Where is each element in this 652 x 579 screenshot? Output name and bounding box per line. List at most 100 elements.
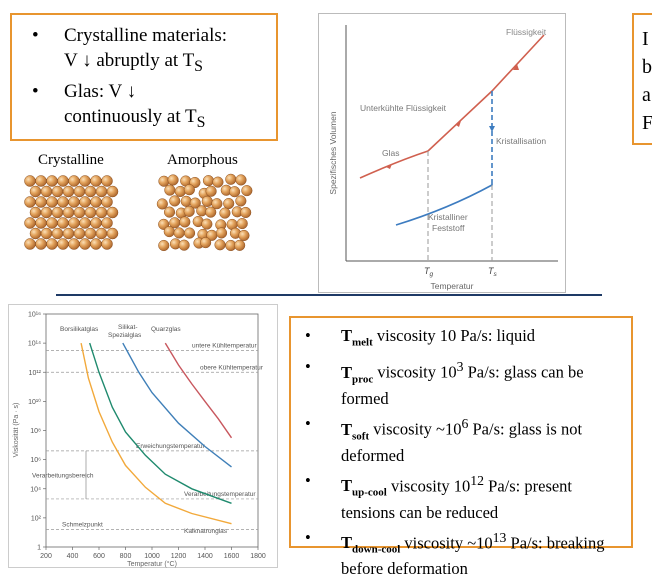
amorphous-atom [240,206,252,219]
crystalline-atom [51,206,64,219]
crystalline-atom [73,185,86,198]
bullet-t-soft: • Tsoft viscosity ~106 Pa/s: glass is no… [305,414,583,465]
crystalline-atom [40,206,53,219]
crystalline-atom [95,206,108,219]
amorphous-atom [184,227,196,239]
glass-label: Glas [382,148,399,158]
amorphous-structure [156,173,253,252]
series-label-borsilikat: Borsilikatglas [60,326,99,333]
y-tick-label: 10¹⁴ [28,341,41,348]
reference-line-label: obere Kühltemperatur [200,364,264,371]
crystalline-atom [57,217,69,229]
crystalline-atom [57,238,69,250]
amorphous-atom [229,186,241,198]
amorphous-atom [205,206,217,218]
crystalline-atom [35,238,47,250]
crystalline-vs-glass-box: • Crystalline materials: V ↓ abruptly at… [10,13,278,141]
crystalline-atom [51,227,64,240]
amorphous-atom [235,195,247,207]
atom-structures-illustration [24,173,253,252]
crystalline-atom [62,227,75,240]
crystalline-atom [79,238,91,250]
crystalline-atom [106,185,119,198]
amorphous-atom [219,207,231,219]
crystalline-atom [24,238,36,250]
chart-frame [318,13,566,293]
amorphous-atom [163,226,175,238]
amorphous-atom [167,174,179,186]
x-tick-label: 1200 [171,553,187,560]
amorphous-atom [169,195,181,207]
viscosity-series-line [164,342,233,439]
amorphous-atom [183,184,195,196]
x-tick-label: 1800 [250,553,266,560]
y-tick-label: 1 [37,545,41,552]
supercooled-arrow [456,121,461,127]
reference-line-label: untere Kühltemperatur [192,342,258,349]
amorphous-atom [235,174,247,186]
x-tick-label: 600 [93,553,105,560]
amorphous-atom [173,227,185,239]
crystalline-atom [84,206,97,219]
y-tick-label: 10⁶ [30,457,41,464]
amorphous-atom [234,239,246,251]
amorphous-atom [158,175,170,187]
series-label-silikat-2: Spezialglas [108,332,142,339]
crystalline-atom [101,175,113,187]
amorphous-atom [202,175,214,187]
viscosity-series-line [80,342,232,525]
y-tick-label: 10¹² [29,370,42,377]
amorphous-atom [201,218,213,230]
y-tick-label: 10² [31,515,42,522]
crystalline-atom [90,175,102,187]
bullet-t-up-cool: • Tup-cool viscosity 1012 Pa/s: present … [305,470,573,522]
crystalline-atom [40,227,53,240]
ts-label: Ts [488,266,498,278]
crystalline-atom [106,227,119,240]
viscosity-ylabel: Viskosität (Pa · s) [13,403,20,458]
amorphous-atom [214,239,226,251]
y-tick-label: 10⁸ [30,428,41,435]
amorphous-atom [200,237,212,249]
crystalline-atom [35,217,47,229]
crystalline-atom [90,217,102,229]
viscosity-chart: untere Kühltemperatur obere Kühltemperatu… [8,304,278,568]
bullet-crystalline: • Crystalline materials: V ↓ abruptly at… [32,25,228,75]
crystalline-bullets: • Crystalline materials: V ↓ abruptly at… [26,23,268,135]
volume-ylabel: Spezifisches Volumen [328,111,338,194]
crystalline-atom [95,227,108,240]
supercooled-label: Unterkühlte Flüssigkeit [360,103,447,113]
volume-xlabel: Temperatur [431,281,474,291]
crystalline-atom [84,227,97,240]
crystalline-atom [46,238,58,250]
crystalline-atom [101,217,113,229]
amorphous-atom [180,195,192,207]
reference-line-label: Verarbeitungstemperatur [184,491,256,498]
viscosity-series-line [89,342,232,504]
amorphous-atom [225,173,237,185]
crystalline-atom [79,217,91,229]
crystalline-atom [57,196,69,208]
crystalline-atom [29,227,42,240]
bullet-glass: • Glas: V ↓ continuously at TS [32,80,206,131]
processing-range-label: Verarbeitungsbereich [32,473,94,480]
crystalline-atom [46,175,58,187]
crystalline-lattice [24,175,119,250]
crystalline-atom [95,185,108,198]
amorphous-atom [205,185,217,197]
crystalline-atom [46,196,58,208]
crystallisation-arrow [489,126,495,132]
x-tick-label: 800 [120,553,132,560]
crystalline-atom [51,185,64,198]
amorphous-atom [164,184,176,196]
amorphous-atom [212,176,224,188]
crystalline-atom [68,238,80,250]
crystalline-atom [84,185,97,198]
x-tick-label: 1400 [197,553,213,560]
crystalline-atom [101,196,113,208]
amorphous-label: Amorphous [167,152,238,168]
amorphous-atom [201,195,213,207]
amorphous-atom [183,205,195,217]
bullet-t-proc: • Tproc viscosity 103 Pa/s: glass can be… [305,357,584,409]
glass-arrow [386,164,392,169]
